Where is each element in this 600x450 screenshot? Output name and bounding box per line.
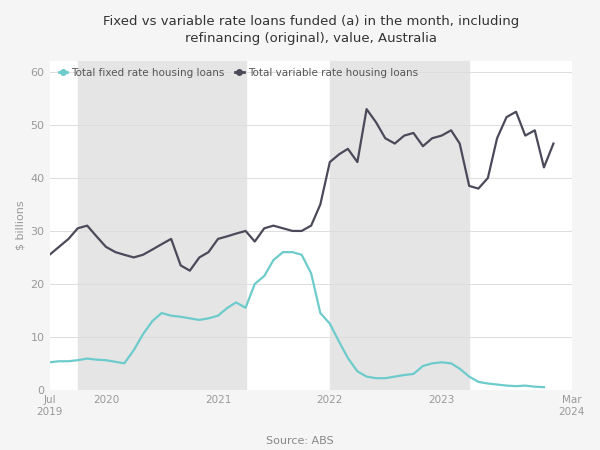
Y-axis label: $ billions: $ billions (15, 201, 25, 251)
Text: Source: ABS: Source: ABS (266, 436, 334, 446)
Legend: Total fixed rate housing loans, Total variable rate housing loans: Total fixed rate housing loans, Total va… (55, 63, 422, 82)
Title: Fixed vs variable rate loans funded (a) in the month, including
refinancing (ori: Fixed vs variable rate loans funded (a) … (103, 15, 519, 45)
Bar (78, 62, 245, 390)
Bar (330, 62, 469, 390)
